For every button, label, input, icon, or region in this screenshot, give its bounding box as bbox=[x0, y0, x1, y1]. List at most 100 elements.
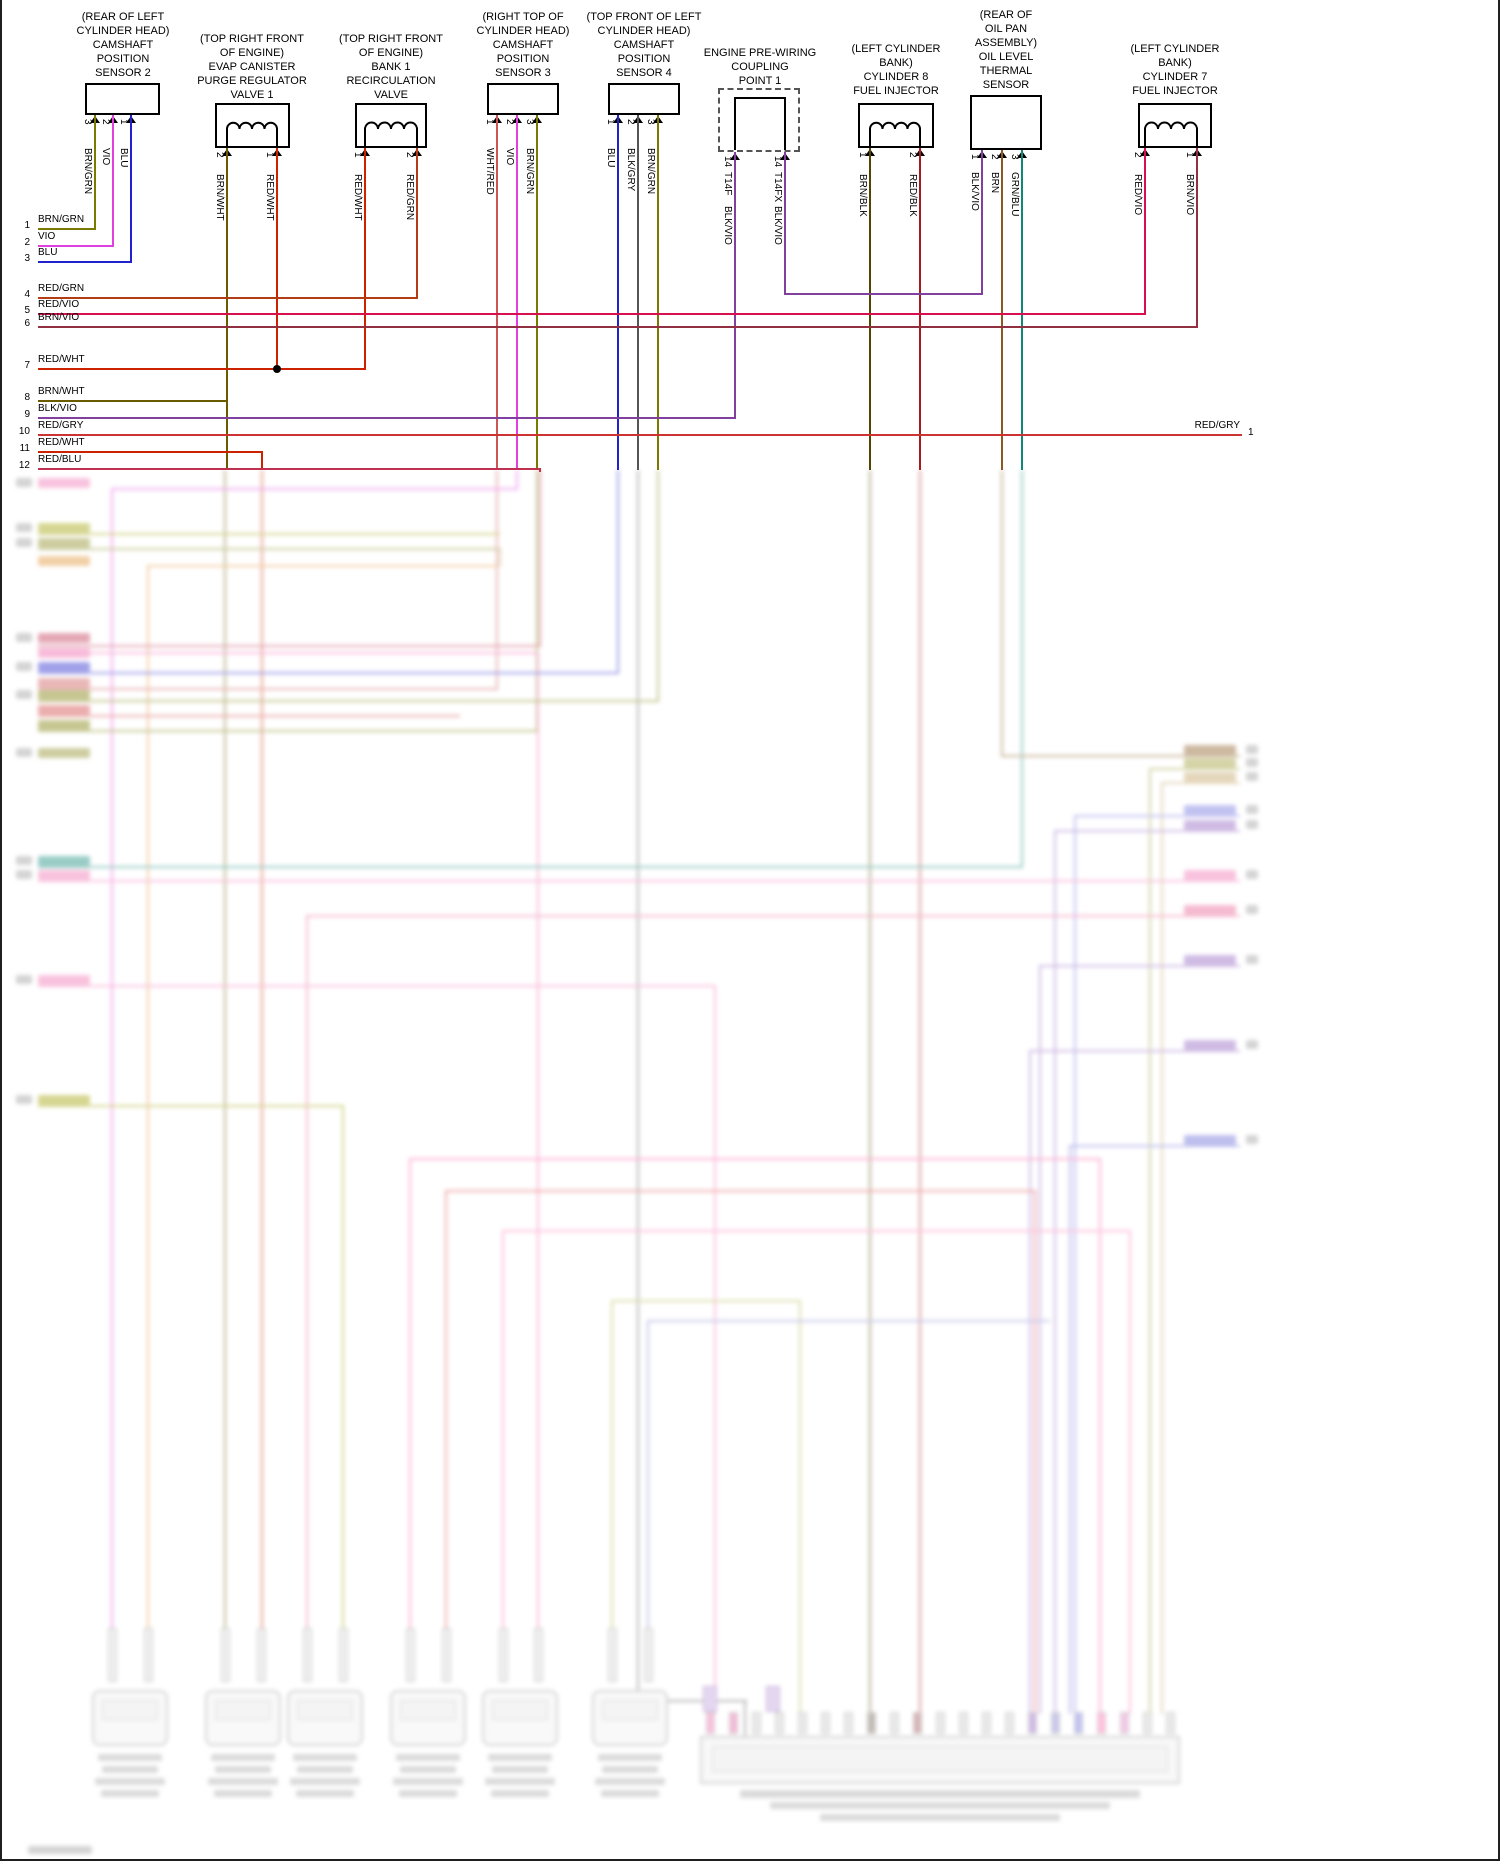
pin-number: 3 bbox=[82, 119, 93, 125]
connector-pin bbox=[108, 1628, 117, 1682]
faded-wire-segment bbox=[1054, 830, 1056, 1714]
faded-label-chip bbox=[38, 856, 90, 866]
faded-wire-segment bbox=[499, 548, 501, 565]
wire-segment bbox=[657, 115, 659, 470]
component-label-coupling-point: ENGINE PRE-WIRING COUPLING POINT 1 bbox=[680, 46, 840, 88]
wire-label: RED/BLK bbox=[907, 174, 918, 217]
faded-number bbox=[16, 690, 32, 699]
component-box-camshaft-sensor-3 bbox=[487, 83, 559, 115]
faded-wire-segment bbox=[536, 470, 538, 730]
connector-pin bbox=[257, 1628, 266, 1682]
faded-label-chip bbox=[1184, 870, 1236, 880]
caption-bar bbox=[740, 1790, 1140, 1798]
solenoid-coil-icon bbox=[869, 121, 921, 146]
wire-segment bbox=[276, 148, 278, 370]
connector-pin bbox=[499, 1628, 508, 1682]
connector-body bbox=[205, 1690, 281, 1746]
faded-wire-segment bbox=[537, 652, 539, 1630]
wire-segment bbox=[516, 115, 518, 470]
wire-label: BRN/GRN bbox=[524, 148, 535, 195]
faded-label-chip bbox=[1184, 820, 1236, 830]
label-line: OIL PAN bbox=[984, 23, 1028, 35]
wire-segment bbox=[38, 326, 1198, 328]
pin-number: 2 bbox=[989, 154, 1000, 160]
pin-number: 2 bbox=[625, 119, 636, 125]
faded-label-chip bbox=[38, 690, 90, 700]
wire-label: BRN/GRN bbox=[645, 148, 656, 195]
wire-label: BLU bbox=[118, 148, 129, 168]
pin-number: 2 bbox=[504, 119, 515, 125]
ecm-pin bbox=[844, 1712, 853, 1734]
connector-caption-bar bbox=[602, 1766, 658, 1773]
connector-caption-bar bbox=[211, 1754, 275, 1761]
faded-wire-segment bbox=[147, 565, 500, 567]
faded-wire-segment bbox=[1001, 755, 1240, 757]
wire-segment bbox=[869, 148, 871, 470]
wire-segment bbox=[38, 228, 96, 230]
faded-wire-segment bbox=[38, 1105, 344, 1107]
ecm-pin bbox=[1005, 1712, 1014, 1734]
connector-caption-bar bbox=[293, 1754, 357, 1761]
component-label-camshaft-sensor-3: (RIGHT TOP OF CYLINDER HEAD) CAMSHAFT PO… bbox=[443, 10, 603, 80]
ecm-pin bbox=[729, 1712, 738, 1734]
wire-segment bbox=[38, 400, 227, 402]
faded-label-chip bbox=[38, 748, 90, 758]
left-wire-label: RED/WHT bbox=[38, 437, 85, 448]
pin-number: 2 bbox=[907, 152, 918, 158]
connector-pin bbox=[339, 1628, 348, 1682]
wire-segment bbox=[1144, 148, 1146, 315]
wire-label: GRN/BLU bbox=[1009, 172, 1020, 217]
label-line: POSITION bbox=[96, 53, 150, 65]
left-wire-number: 5 bbox=[24, 305, 30, 316]
label-line: POINT 1 bbox=[738, 75, 782, 87]
faded-wire-segment bbox=[1149, 768, 1240, 770]
label-line: PURGE REGULATOR bbox=[197, 75, 307, 87]
wire-segment bbox=[416, 148, 418, 299]
label-line: VALVE bbox=[374, 89, 408, 101]
faded-wire-segment bbox=[38, 652, 539, 654]
faded-label-chip bbox=[1184, 1135, 1236, 1145]
pin-tag: T14FX bbox=[772, 172, 783, 203]
label-line: POSITION bbox=[617, 53, 671, 65]
left-wire-number: 3 bbox=[24, 253, 30, 264]
pin-number: 14 bbox=[722, 156, 733, 168]
ecm-pin bbox=[1120, 1712, 1129, 1734]
connector-body bbox=[592, 1690, 668, 1746]
label-line: CYLINDER 7 bbox=[1142, 71, 1208, 83]
connector-body bbox=[390, 1690, 466, 1746]
faded-wire-segment bbox=[1001, 470, 1003, 755]
faded-wire-segment bbox=[647, 1320, 1050, 1322]
connector-caption-bar bbox=[102, 1766, 158, 1773]
left-wire-label: BLU bbox=[38, 247, 58, 258]
wire-label: BRN/BLK bbox=[857, 174, 868, 217]
component-box-coupling-point bbox=[718, 88, 800, 152]
connector-inner bbox=[492, 1700, 548, 1720]
wire-label: BRN/WHT bbox=[214, 174, 225, 221]
label-line: ENGINE PRE-WIRING bbox=[703, 47, 817, 59]
connector-caption-bar bbox=[491, 1790, 549, 1797]
label-line: SENSOR 3 bbox=[495, 67, 551, 79]
label-line: EVAP CANISTER bbox=[208, 61, 296, 73]
label-line: BANK) bbox=[879, 57, 913, 69]
label-line: (TOP FRONT OF LEFT bbox=[586, 11, 702, 23]
ecm-pin bbox=[1166, 1712, 1175, 1734]
faded-number bbox=[1246, 820, 1258, 829]
connector-caption-bar bbox=[399, 1790, 457, 1797]
connector-caption-bar bbox=[214, 1790, 272, 1797]
left-wire-number: 6 bbox=[24, 318, 30, 329]
connector-body bbox=[92, 1690, 168, 1746]
connector-caption-bar bbox=[290, 1778, 360, 1785]
faded-label-chip bbox=[38, 870, 90, 880]
faded-wire-segment bbox=[1039, 965, 1041, 1714]
faded-wire-segment bbox=[919, 470, 921, 1714]
left-wire-number: 4 bbox=[24, 289, 30, 300]
ecm-pin bbox=[959, 1712, 968, 1734]
wire-segment bbox=[38, 297, 418, 299]
pin-number: 1 bbox=[605, 119, 616, 125]
connector-inner bbox=[102, 1700, 158, 1720]
component-label-camshaft-sensor-4: (TOP FRONT OF LEFT CYLINDER HEAD) CAMSHA… bbox=[564, 10, 724, 80]
left-wire-number: 12 bbox=[18, 460, 30, 471]
label-line: CYLINDER HEAD) bbox=[597, 25, 691, 37]
faded-wire-segment bbox=[611, 1300, 801, 1302]
wire-segment bbox=[536, 115, 538, 470]
